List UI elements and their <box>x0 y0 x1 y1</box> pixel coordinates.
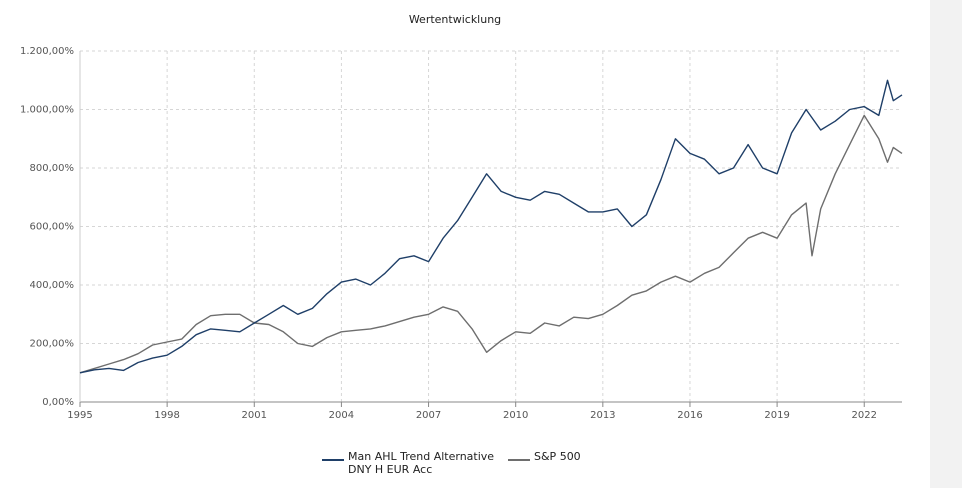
right-side-strip <box>930 0 962 488</box>
y-tick-label: 800,00% <box>30 163 75 174</box>
x-tick-label: 2007 <box>416 410 441 421</box>
y-tick-label: 600,00% <box>30 222 75 233</box>
y-tick-label: 1.200,00% <box>20 46 74 57</box>
legend-label: S&P 500 <box>534 450 581 463</box>
y-tick-label: 200,00% <box>30 339 75 350</box>
x-tick-label: 1995 <box>67 410 92 421</box>
legend-item-sp500[interactable]: S&P 500 <box>508 450 581 463</box>
x-tick-label: 2019 <box>764 410 789 421</box>
x-tick-label: 2004 <box>329 410 354 421</box>
series-layer <box>79 79 903 374</box>
legend-item-fund[interactable]: Man AHL Trend Alternative DNY H EUR Acc <box>322 450 494 476</box>
x-tick-label: 2016 <box>677 410 702 421</box>
x-tick-label: 2010 <box>503 410 528 421</box>
y-tick-label: 0,00% <box>42 397 74 408</box>
legend-label: Man AHL Trend Alternative DNY H EUR Acc <box>348 450 494 476</box>
x-tick-label: 2022 <box>852 410 877 421</box>
legend: Man AHL Trend Alternative DNY H EUR Acc S&… <box>322 450 581 476</box>
y-tick-label: 400,00% <box>30 280 75 291</box>
x-tick-label: 2001 <box>242 410 267 421</box>
series-line-sp500 <box>79 114 903 374</box>
series-line-fund <box>79 79 903 374</box>
x-tick-label: 2013 <box>590 410 615 421</box>
axes: 0,00% 200,00% 400,00% 600,00% 800,00% 1.000,0… <box>20 46 902 421</box>
y-tick-label: 1.000,00% <box>20 105 74 116</box>
chart-title: Wertentwicklung <box>409 13 501 26</box>
x-tick-label: 1998 <box>154 410 179 421</box>
